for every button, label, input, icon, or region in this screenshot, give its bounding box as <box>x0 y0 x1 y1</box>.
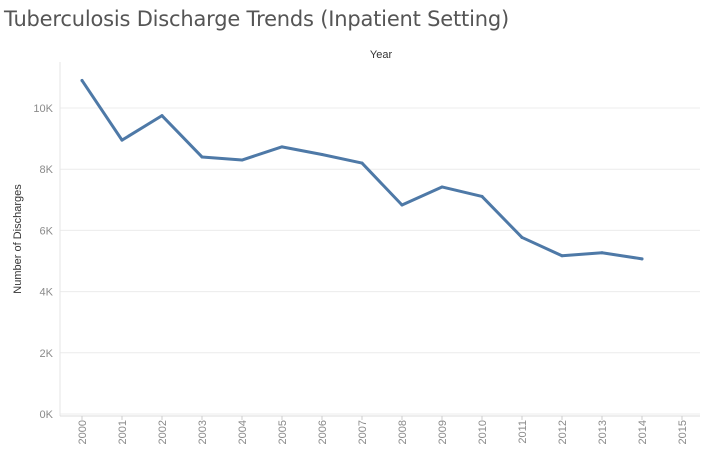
y-tick-label: 6K <box>40 225 54 237</box>
series <box>80 78 644 261</box>
data-point-2012 <box>560 254 564 258</box>
y-axis-ticks: 0K 2K 4K 6K 8K 10K <box>33 103 53 421</box>
data-point-2011 <box>520 235 524 239</box>
y-tick-label: 8K <box>40 164 54 176</box>
chart-title: Tuberculosis Discharge Trends (Inpatient… <box>4 7 509 31</box>
data-point-2009 <box>440 185 444 189</box>
data-point-2002 <box>160 114 164 118</box>
data-point-2013 <box>600 251 604 255</box>
x-axis-title: Year <box>370 49 393 61</box>
x-tick-label: 2004 <box>237 420 249 444</box>
x-tick-label: 2001 <box>117 420 129 444</box>
x-tick-label: 2002 <box>157 420 169 444</box>
data-point-2004 <box>240 158 244 162</box>
data-point-2006 <box>320 153 324 157</box>
y-axis-title: Number of Discharges <box>12 184 24 294</box>
data-point-2014 <box>640 257 644 261</box>
x-tick-label: 2010 <box>477 420 489 444</box>
data-point-2001 <box>120 138 124 142</box>
y-tick-label: 10K <box>33 103 53 115</box>
data-point-2003 <box>200 155 204 159</box>
y-tick-label: 0K <box>40 409 54 421</box>
x-tick-label: 2000 <box>77 420 89 444</box>
data-point-2007 <box>360 161 364 165</box>
y-tick-label: 4K <box>40 287 54 299</box>
x-tick-label: 2011 <box>517 420 529 444</box>
x-tick-label: 2005 <box>277 420 289 444</box>
x-tick-label: 2013 <box>597 420 609 444</box>
x-tick-label: 2006 <box>317 420 329 444</box>
data-point-2000 <box>80 78 84 82</box>
x-tick-label: 2003 <box>197 420 209 444</box>
x-tick-label: 2008 <box>397 420 409 444</box>
x-axis-ticks: 2000 2001 2002 2003 2004 2005 2006 2007 2008 2009… <box>77 416 689 444</box>
y-tick-label: 2K <box>40 348 54 360</box>
x-tick-label: 2014 <box>637 420 649 444</box>
gridlines <box>59 62 700 417</box>
x-tick-label: 2015 <box>677 420 689 444</box>
x-tick-label: 2007 <box>357 420 369 444</box>
x-tick-label: 2012 <box>557 420 569 444</box>
data-point-2010 <box>480 194 484 198</box>
data-point-2005 <box>280 145 284 149</box>
data-point-2008 <box>400 203 404 207</box>
x-tick-label: 2009 <box>437 420 449 444</box>
